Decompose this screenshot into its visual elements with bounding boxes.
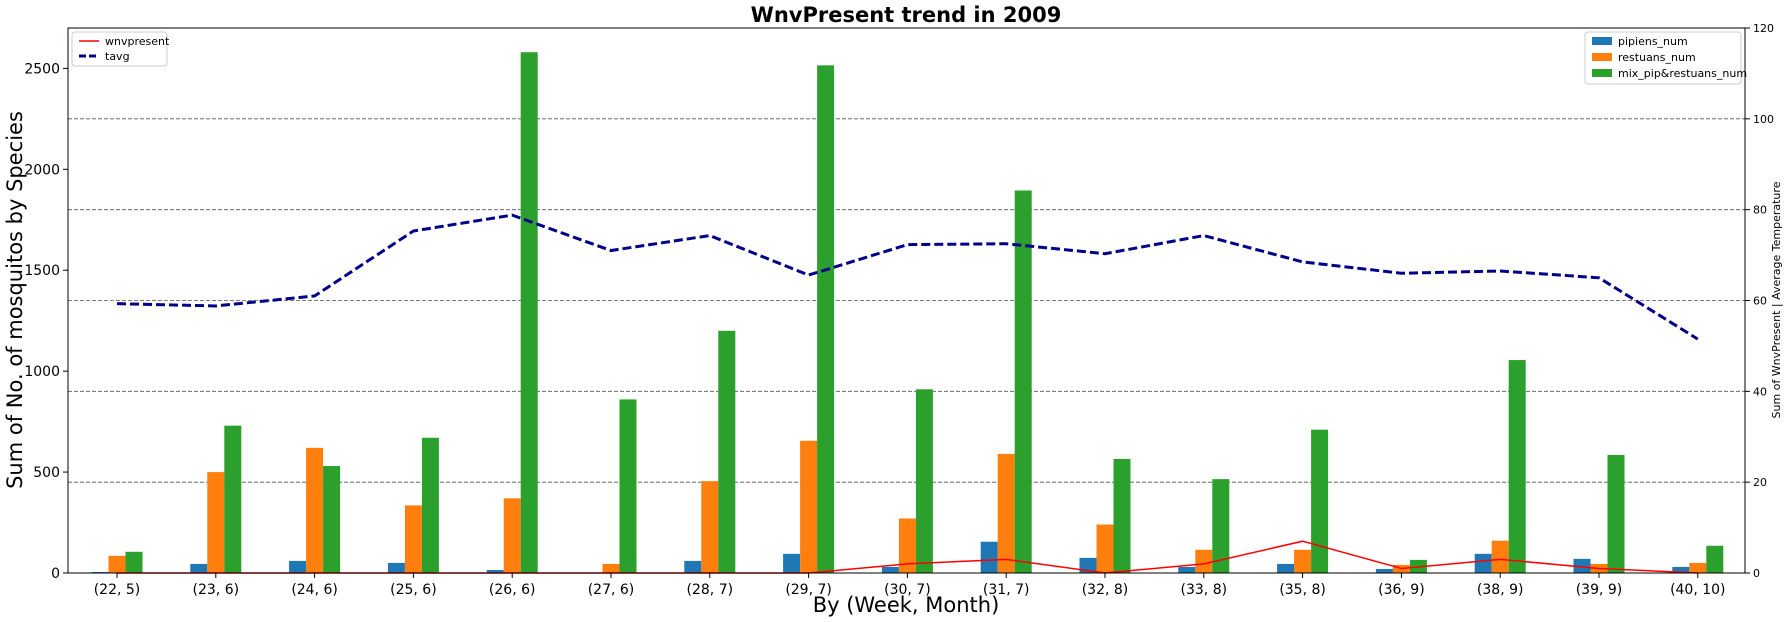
right-y-tick-label: 80 (1753, 204, 1767, 217)
bar-mix (817, 65, 835, 573)
bar-pipiens (91, 571, 109, 573)
bar-mix (619, 399, 637, 573)
bar-mix (1607, 454, 1625, 573)
bar-mix (1311, 429, 1329, 573)
bar-restuans (1096, 524, 1114, 573)
x-tick-label: (25, 6) (390, 582, 437, 598)
legend-label-mix: mix_pip&restuans_num (1618, 67, 1747, 80)
y-axis-label: Sum of No. of mosquitos by Species (3, 111, 27, 489)
y-tick-label: 1000 (24, 364, 60, 380)
bar-mix (1508, 360, 1526, 573)
legend-right: pipiens_num restuans_num mix_pip&restuan… (1584, 31, 1747, 85)
grid-layer (68, 118, 1745, 483)
bar-pipiens (1474, 553, 1492, 573)
bar-restuans (898, 518, 916, 573)
bar-pipiens (1178, 566, 1196, 573)
bar-restuans (1195, 549, 1213, 573)
bar-restuans (503, 498, 521, 573)
right-y-tick-label: 120 (1753, 22, 1774, 35)
bar-pipiens (387, 562, 405, 573)
legend-label-tavg: tavg (105, 50, 130, 63)
bar-restuans (800, 440, 818, 573)
bar-restuans (1491, 540, 1509, 573)
bar-pipiens (1573, 558, 1591, 573)
right-y-tick-label: 60 (1753, 295, 1767, 308)
y-tick-label: 2000 (24, 162, 60, 178)
bar-mix (915, 389, 933, 573)
bar-mix (224, 425, 242, 573)
x-tick-label: (27, 6) (588, 582, 635, 598)
x-axis-label: By (Week, Month) (813, 593, 1000, 617)
x-tick-label: (39, 9) (1576, 582, 1623, 598)
y-tick-label: 0 (51, 566, 60, 582)
x-tick-label: (26, 6) (489, 582, 536, 598)
bar-mix (421, 437, 439, 573)
x-tick-label: (33, 8) (1181, 582, 1228, 598)
x-tick-label: (30, 7) (884, 582, 931, 598)
x-tick-label: (38, 9) (1477, 582, 1524, 598)
legend-swatch-restuans (1592, 53, 1612, 61)
x-tick-label: (32, 8) (1082, 582, 1129, 598)
bar-mix (1014, 190, 1032, 574)
bar-pipiens (980, 541, 998, 573)
y-tick-label: 500 (33, 465, 60, 481)
bar-restuans (108, 555, 126, 573)
x-tick-label: (23, 6) (193, 582, 240, 598)
line-tavg (116, 213, 1699, 341)
bar-pipiens (1375, 568, 1393, 573)
legend-right-box (1584, 31, 1742, 85)
bar-restuans (602, 563, 620, 573)
bar-pipiens (881, 566, 899, 573)
bars-layer (91, 52, 1724, 574)
bar-mix (718, 330, 736, 573)
axes-layer: (22, 5) (23, 6) (24, 6) (25, 6) (26, 6) (27, … (24, 22, 1774, 598)
x-tick-label: (35, 8) (1279, 582, 1326, 598)
right-y-tick-label: 100 (1753, 113, 1774, 126)
bar-mix (1706, 545, 1724, 573)
x-tick-label: (31, 7) (983, 582, 1030, 598)
y-tick-label: 1500 (24, 263, 60, 279)
legend-swatch-pipiens (1592, 37, 1612, 45)
x-tick-label: (40, 10) (1670, 582, 1725, 598)
bar-pipiens (1079, 557, 1097, 573)
bar-pipiens (1277, 563, 1295, 573)
chart-title: WnvPresent trend in 2009 (751, 3, 1062, 27)
bar-pipiens (1672, 566, 1690, 573)
right-y-tick-label: 40 (1753, 385, 1767, 398)
legend-label-restuans: restuans_num (1618, 51, 1696, 64)
y-tick-label: 2500 (24, 61, 60, 77)
x-tick-label: (24, 6) (291, 582, 338, 598)
bar-mix (1113, 458, 1131, 573)
bar-mix (125, 551, 143, 573)
bar-restuans (1689, 562, 1707, 573)
bar-pipiens (289, 560, 307, 573)
bar-mix (520, 52, 538, 573)
legend-left: wnvpresent tavg (71, 31, 170, 67)
bar-pipiens (486, 569, 504, 573)
bar-pipiens (783, 553, 801, 573)
bar-restuans (1294, 549, 1312, 573)
bar-restuans (404, 505, 422, 573)
bar-restuans (701, 481, 719, 573)
bar-mix (323, 466, 341, 573)
right-y-tick-label: 20 (1753, 476, 1767, 489)
right-y-tick-label: 0 (1753, 567, 1760, 580)
x-tick-label: (29, 7) (785, 582, 832, 598)
legend-label-pipiens: pipiens_num (1618, 35, 1688, 48)
x-tick-label: (22, 5) (94, 582, 141, 598)
bar-restuans (997, 453, 1015, 573)
bar-mix (1212, 479, 1230, 573)
bar-pipiens (190, 563, 208, 573)
x-tick-label: (36, 9) (1378, 582, 1425, 598)
bar-pipiens (684, 560, 702, 573)
x-tick-label: (28, 7) (687, 582, 734, 598)
bar-restuans (306, 447, 324, 573)
bar-restuans (207, 472, 225, 573)
legend-label-wnvpresent: wnvpresent (105, 35, 170, 48)
right-y-axis-label: Sum of WnvPresent | Average Temperature (1770, 181, 1783, 418)
legend-swatch-mix (1592, 69, 1612, 77)
